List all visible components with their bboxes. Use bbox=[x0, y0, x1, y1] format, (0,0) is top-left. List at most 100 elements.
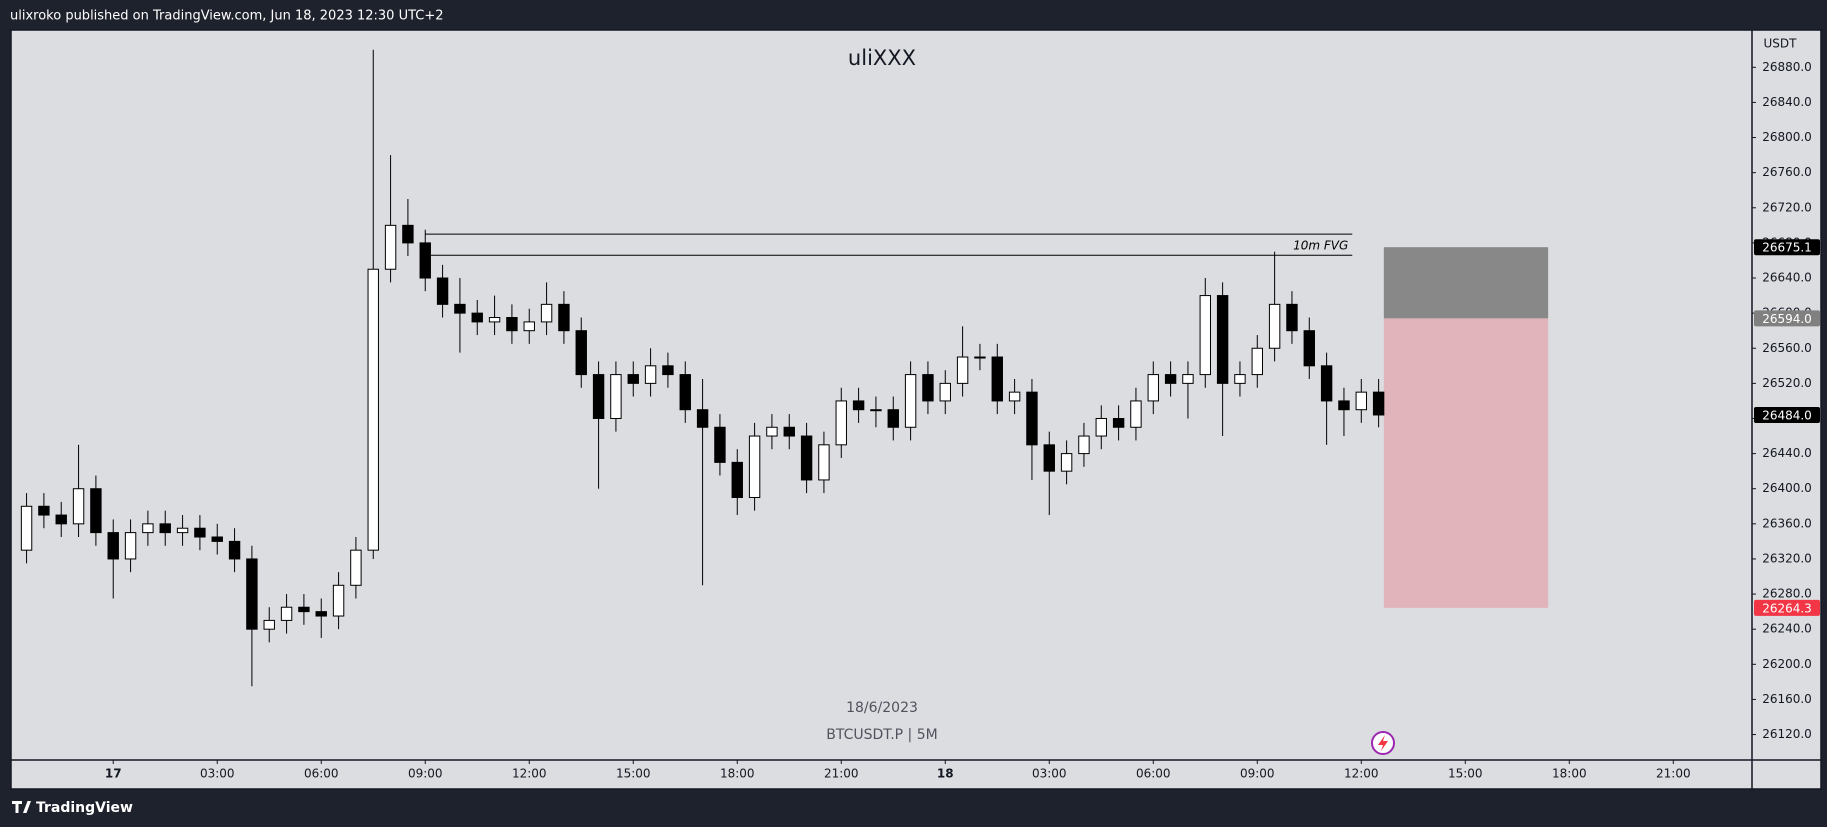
candle-body bbox=[1216, 295, 1229, 384]
price-unit: USDT bbox=[1764, 37, 1798, 51]
candle-body bbox=[1199, 295, 1211, 376]
candle-body bbox=[956, 356, 969, 384]
candle-body bbox=[194, 527, 206, 538]
candle-body bbox=[90, 488, 102, 534]
alert-icon[interactable] bbox=[1371, 731, 1395, 755]
price-marker bbox=[1754, 599, 1820, 616]
candle-body bbox=[1268, 303, 1281, 349]
x-tick-label: 18:00 bbox=[1552, 767, 1587, 781]
x-tick-label: 03:00 bbox=[1032, 767, 1067, 781]
y-tick-label: 26160.0 bbox=[1762, 692, 1812, 706]
candle-body bbox=[939, 382, 951, 402]
candle-body bbox=[488, 317, 501, 323]
candle-body bbox=[922, 374, 934, 402]
fvg-label: 10m FVG bbox=[1293, 239, 1348, 253]
price-marker bbox=[1754, 406, 1820, 423]
candle-body bbox=[454, 303, 466, 314]
candle-body bbox=[1320, 365, 1333, 402]
candle-body bbox=[1112, 417, 1125, 428]
candle-body bbox=[72, 488, 85, 525]
x-tick-label: 18:00 bbox=[720, 767, 755, 781]
candle-body bbox=[852, 400, 865, 411]
candle-body bbox=[332, 584, 345, 617]
candle-body bbox=[315, 611, 327, 617]
candle-body bbox=[1338, 400, 1350, 411]
candle-body bbox=[1164, 374, 1177, 384]
price-marker-label: 26594.0 bbox=[1762, 312, 1812, 326]
footer-logo[interactable] bbox=[12, 801, 31, 813]
candle-body bbox=[246, 558, 258, 630]
candle-body bbox=[228, 540, 241, 560]
watermark-date: 18/6/2023 bbox=[846, 700, 918, 716]
target-zone bbox=[1383, 318, 1549, 608]
candle-body bbox=[367, 268, 379, 551]
watermark-symbol: BTCUSDT.P | 5M bbox=[826, 727, 937, 743]
candle-body bbox=[298, 606, 310, 613]
candle-body bbox=[523, 321, 535, 332]
candle-body bbox=[870, 409, 882, 412]
y-tick-label: 26720.0 bbox=[1762, 200, 1812, 214]
logo-mark[interactable] bbox=[12, 801, 31, 813]
x-tick-label: 12:00 bbox=[512, 767, 547, 781]
x-tick-label: 21:00 bbox=[1656, 767, 1691, 781]
candle-body bbox=[1147, 374, 1159, 402]
candle-body bbox=[1355, 391, 1367, 411]
candle-body bbox=[748, 435, 761, 498]
x-tick-label: 12:00 bbox=[1344, 767, 1379, 781]
footer-brand[interactable]: TradingView bbox=[36, 800, 133, 816]
candle-body bbox=[1303, 330, 1315, 367]
x-tick-label: 03:00 bbox=[200, 767, 235, 781]
price-marker-label: 26484.0 bbox=[1762, 408, 1812, 422]
candle-body bbox=[610, 374, 622, 419]
candle-body bbox=[558, 303, 570, 332]
candle-body bbox=[419, 242, 431, 279]
candle-body bbox=[142, 523, 154, 534]
candle-body bbox=[1008, 391, 1021, 402]
candle-body bbox=[38, 505, 50, 516]
y-tick-label: 26800.0 bbox=[1762, 130, 1812, 144]
candle-body bbox=[766, 426, 778, 437]
candle-body bbox=[124, 532, 137, 560]
candle-body bbox=[575, 330, 587, 376]
x-tick-label: 17 bbox=[105, 767, 122, 781]
candle-body bbox=[592, 374, 605, 419]
stop-zone bbox=[1383, 247, 1549, 319]
candle-body bbox=[20, 505, 33, 551]
candle-body bbox=[627, 374, 639, 384]
x-tick-label: 15:00 bbox=[616, 767, 651, 781]
y-tick-label: 26240.0 bbox=[1762, 622, 1812, 636]
price-marker bbox=[1754, 239, 1820, 256]
x-tick-label: 18 bbox=[937, 767, 954, 781]
candle-body bbox=[159, 523, 171, 534]
x-tick-label: 15:00 bbox=[1448, 767, 1483, 781]
x-tick-label: 09:00 bbox=[408, 767, 443, 781]
x-tick-label: 09:00 bbox=[1240, 767, 1275, 781]
price-marker bbox=[1754, 310, 1820, 327]
candle-body bbox=[176, 527, 189, 534]
candle-body bbox=[540, 303, 553, 323]
y-tick-label: 26400.0 bbox=[1762, 481, 1812, 495]
candle-body bbox=[904, 374, 917, 428]
y-tick-label: 26880.0 bbox=[1762, 60, 1812, 74]
chart-title: uliXXX bbox=[848, 46, 916, 70]
candle-body bbox=[107, 532, 119, 560]
price-marker-label: 26675.1 bbox=[1762, 241, 1812, 255]
x-tick-label: 06:00 bbox=[1136, 767, 1171, 781]
candle-body bbox=[1234, 374, 1246, 384]
y-tick-label: 26520.0 bbox=[1762, 376, 1812, 390]
candle-body bbox=[1286, 303, 1298, 332]
candle-body bbox=[714, 426, 726, 463]
candle-body bbox=[991, 356, 1003, 402]
candle-body bbox=[1043, 444, 1055, 472]
candle-body bbox=[55, 514, 67, 525]
candle-body bbox=[644, 365, 657, 384]
price-marker-label: 26264.3 bbox=[1762, 601, 1812, 615]
candle-body bbox=[1372, 391, 1385, 416]
alert-bolt[interactable] bbox=[1378, 735, 1388, 751]
x-tick-label: 06:00 bbox=[304, 767, 339, 781]
x-tick-label: 21:00 bbox=[824, 767, 859, 781]
publish-header: ulixroko published on TradingView.com, J… bbox=[10, 9, 444, 24]
candle-body bbox=[1078, 435, 1090, 455]
